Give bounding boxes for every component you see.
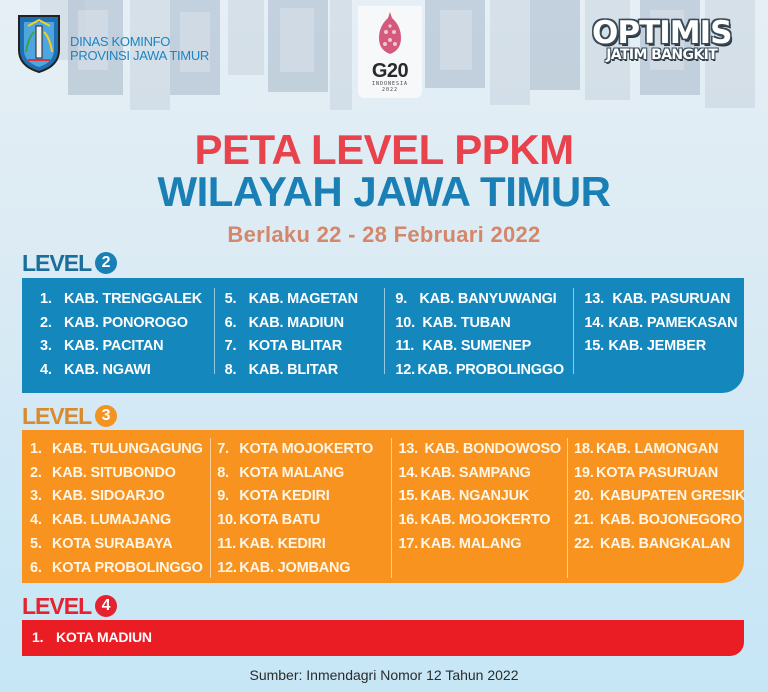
list-item: 17. KAB. MALANG bbox=[398, 535, 522, 552]
level-2-column-4: 13. KAB. PASURUAN 14. KAB. PAMEKASAN 15. KA… bbox=[584, 288, 744, 393]
level-3-box: 1. KAB. TULUNGAGUNG 2. KAB. SITUBONDO 3. KA… bbox=[22, 430, 746, 583]
g20-year: 2022 bbox=[381, 87, 399, 93]
list-item: 2. KAB. SITUBONDO bbox=[30, 464, 176, 481]
level-3-column-1: 1. KAB. TULUNGAGUNG 2. KAB. SITUBONDO 3. KA… bbox=[30, 438, 204, 583]
list-item: 10. KAB. TUBAN bbox=[395, 314, 511, 331]
city-skyline-background bbox=[0, 0, 768, 120]
slogan-logo: OPTIMIS JATIM BANGKIT bbox=[592, 15, 732, 63]
list-item: 8. KOTA MALANG bbox=[217, 464, 345, 481]
list-item: 22. KAB. BANGKALAN bbox=[573, 535, 731, 552]
column-divider bbox=[384, 288, 386, 374]
slogan-main: OPTIMIS bbox=[592, 15, 732, 51]
level-4-number-badge: 4 bbox=[95, 595, 118, 617]
level-3-column-4: 18. KAB. LAMONGAN 19. KOTA PASURUAN 20. KAB… bbox=[573, 438, 746, 583]
g20-country: INDONESIA bbox=[371, 81, 409, 87]
list-item: 9. KAB. BANYUWANGI bbox=[395, 291, 557, 307]
page-title-line2: WILAYAH JAWA TIMUR bbox=[157, 168, 611, 215]
list-item: 12. KAB. JOMBANG bbox=[217, 559, 351, 576]
agency-line2: PROVINSI JAWA TIMUR bbox=[70, 48, 210, 63]
level-2-label: LEVEL bbox=[22, 250, 92, 276]
list-item: 4. KAB. NGAWI bbox=[40, 361, 151, 378]
level-2-heading: LEVEL 2 bbox=[22, 250, 118, 276]
g20-logo: G20 INDONESIA 2022 bbox=[358, 6, 422, 98]
list-item: 16. KAB. MOJOKERTO bbox=[398, 512, 551, 529]
g20-kayon-icon bbox=[379, 12, 401, 54]
list-item: 12. KAB. PROBOLINGGO bbox=[395, 361, 564, 378]
list-item: 7. KOTA BLITAR bbox=[224, 338, 343, 354]
list-item: 9. KOTA KEDIRI bbox=[217, 488, 330, 505]
list-item: 11. KAB. SUMENEP bbox=[395, 338, 532, 354]
level-3-heading: LEVEL 3 bbox=[22, 403, 118, 429]
level-3-column-3: 13. KAB. BONDOWOSO 14. KAB. SAMPANG 15. KAB… bbox=[398, 438, 561, 583]
column-divider bbox=[210, 438, 212, 578]
list-item: 11. KAB. KEDIRI bbox=[217, 535, 326, 552]
level-2-column-3: 9. KAB. BANYUWANGI 10. KAB. TUBAN 11. KAB. … bbox=[395, 288, 564, 393]
list-item: 7. KOTA MOJOKERTO bbox=[217, 441, 374, 457]
list-item: 4. KAB. LUMAJANG bbox=[30, 512, 172, 529]
list-item: 8. KAB. BLITAR bbox=[224, 361, 339, 378]
level-2-number-badge: 2 bbox=[95, 252, 118, 274]
list-item: 19. KOTA PASURUAN bbox=[573, 464, 718, 481]
list-item: 5. KAB. MAGETAN bbox=[224, 291, 358, 307]
validity-period: Berlaku 22 - 28 Februari 2022 bbox=[227, 222, 541, 247]
slogan-sub: JATIM BANGKIT bbox=[606, 47, 718, 63]
level-2-column-2: 5. KAB. MAGETAN 6. KAB. MADIUN 7. KOTA BLIT… bbox=[225, 288, 375, 393]
list-item: 20. KABUPATEN GRESIK bbox=[573, 488, 746, 505]
agency-line1: DINAS KOMINFO bbox=[70, 34, 171, 49]
list-item: 6. KOTA PROBOLINGGO bbox=[30, 559, 203, 576]
list-item: 2. KAB. PONOROGO bbox=[40, 314, 188, 331]
list-item: 18. KAB. LAMONGAN bbox=[573, 441, 719, 457]
list-item: 1. KAB. TRENGGALEK bbox=[40, 291, 202, 307]
list-item: 6. KAB. MADIUN bbox=[224, 314, 344, 331]
header: DINAS KOMINFO PROVINSI JAWA TIMUR G20 IN… bbox=[0, 0, 768, 110]
list-item: 3. KAB. SIDOARJO bbox=[30, 488, 165, 505]
column-divider bbox=[391, 438, 393, 578]
source-note: Sumber: Inmendagri Nomor 12 Tahun 2022 bbox=[249, 667, 519, 683]
list-item: 14. KAB. SAMPANG bbox=[398, 464, 531, 481]
list-item: 13. KAB. PASURUAN bbox=[584, 291, 731, 307]
column-divider bbox=[573, 288, 575, 374]
list-item: 21. KAB. BOJONEGORO bbox=[573, 512, 742, 529]
g20-wordmark: G20 bbox=[371, 60, 409, 82]
jawa-timur-emblem-icon bbox=[18, 15, 60, 74]
agency-name: DINAS KOMINFO PROVINSI JAWA TIMUR bbox=[70, 35, 209, 63]
list-item: 10. KOTA BATU bbox=[217, 512, 321, 529]
list-item: 1. KOTA MADIUN bbox=[32, 629, 152, 646]
level-4-heading: LEVEL 4 bbox=[22, 593, 118, 619]
level-2-column-1: 1. KAB. TRENGGALEK 2. KAB. PONOROGO 3. KAB.… bbox=[40, 288, 204, 393]
list-item: 13. KAB. BONDOWOSO bbox=[398, 441, 561, 457]
list-item: 15. KAB. NGANJUK bbox=[398, 488, 530, 505]
level-2-box: 1. KAB. TRENGGALEK 2. KAB. PONOROGO 3. KAB.… bbox=[22, 278, 744, 393]
level-3-column-2: 7. KOTA MOJOKERTO 8. KOTA MALANG 9. KOTA KE… bbox=[217, 438, 385, 583]
level-3-number-badge: 3 bbox=[95, 405, 118, 427]
list-item: 3. KAB. PACITAN bbox=[40, 338, 164, 354]
list-item: 1. KAB. TULUNGAGUNG bbox=[30, 441, 203, 457]
page-title-line1: PETA LEVEL PPKM bbox=[194, 126, 574, 173]
column-divider bbox=[213, 288, 215, 374]
column-divider bbox=[567, 438, 568, 578]
list-item: 14. KAB. PAMEKASAN bbox=[584, 314, 738, 331]
level-3-label: LEVEL bbox=[22, 403, 92, 429]
list-item: 5. KOTA SURABAYA bbox=[30, 535, 173, 552]
list-item: 15. KAB. JEMBER bbox=[584, 338, 707, 354]
level-4-label: LEVEL bbox=[22, 593, 92, 619]
level-4-box: 1. KOTA MADIUN bbox=[22, 620, 744, 656]
